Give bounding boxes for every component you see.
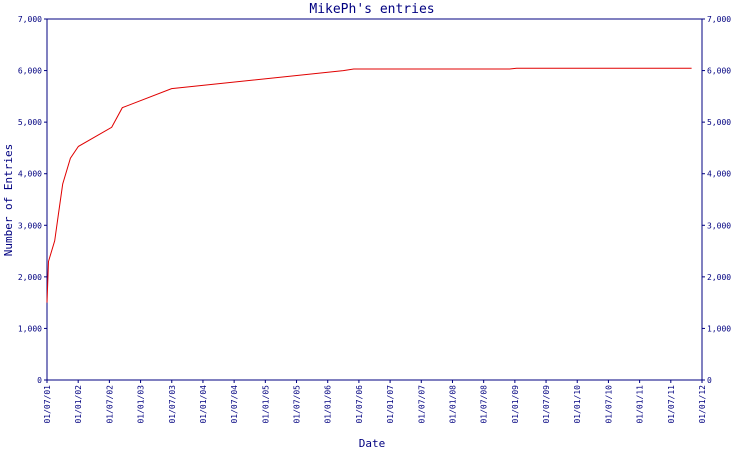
plot-frame: [46, 18, 703, 381]
y-tick-label-right: 6,000: [707, 67, 731, 76]
x-tick-label: 01/01/10: [573, 385, 582, 424]
y-tick-label-left: 6,000: [18, 67, 42, 76]
x-tick-label: 01/07/01: [43, 385, 52, 424]
x-axis-label: Date: [359, 437, 386, 450]
x-tick-label: 01/01/12: [698, 385, 707, 424]
x-tick-label: 01/07/06: [355, 385, 364, 424]
y-tick-label-left: 0: [37, 376, 42, 385]
y-tick-label-left: 7,000: [18, 15, 42, 24]
y-tick-label-right: 1,000: [707, 324, 731, 333]
y-tick-label-left: 5,000: [18, 118, 42, 127]
chart-title: MikePh's entries: [309, 2, 434, 17]
y-tick-label-left: 3,000: [18, 221, 42, 230]
y-tick-label-left: 4,000: [18, 170, 42, 179]
series-line: [46, 67, 692, 303]
x-tick-label: 01/01/07: [386, 385, 395, 424]
x-tick-label: 01/07/07: [417, 385, 426, 424]
x-tick-label: 01/01/04: [199, 385, 208, 424]
y-axis-right: 0 1,000 2,000 3,000 4,000 5,000 6,000 7,000: [702, 15, 731, 385]
x-tick-label: 01/01/05: [261, 385, 270, 424]
y-tick-label-right: 2,000: [707, 273, 731, 282]
y-tick-label-left: 2,000: [18, 273, 42, 282]
x-tick-label: 01/07/09: [542, 385, 551, 424]
x-tick-label: 01/01/09: [511, 385, 520, 424]
x-tick-label: 01/07/03: [168, 385, 177, 424]
x-tick-label: 01/07/08: [480, 385, 489, 424]
series-group: [46, 67, 692, 303]
x-axis: 01/07/01 01/01/02 01/07/02 01/01/03 01/07/03…: [43, 380, 707, 424]
x-tick-label: 01/01/02: [74, 385, 83, 424]
x-tick-label: 01/01/08: [448, 385, 457, 424]
x-tick-label: 01/01/03: [137, 385, 146, 424]
x-tick-label: 01/07/05: [293, 385, 302, 424]
x-tick-label: 01/07/11: [667, 385, 676, 424]
y-tick-label-right: 0: [707, 376, 712, 385]
x-tick-label: 01/01/06: [324, 385, 333, 424]
x-tick-label: 01/07/02: [105, 385, 114, 424]
y-tick-label-right: 3,000: [707, 221, 731, 230]
y-tick-label-right: 4,000: [707, 170, 731, 179]
y-tick-label-right: 7,000: [707, 15, 731, 24]
y-axis-label: Number of Entries: [2, 144, 15, 257]
y-tick-label-left: 1,000: [18, 324, 42, 333]
y-tick-label-right: 5,000: [707, 118, 731, 127]
y-axis-left: 0 1,000 2,000 3,000 4,000 5,000 6,000 7,000: [18, 15, 47, 385]
x-tick-label: 01/07/10: [604, 385, 613, 424]
x-tick-label: 01/01/11: [636, 385, 645, 424]
x-tick-label: 01/07/04: [230, 385, 239, 424]
